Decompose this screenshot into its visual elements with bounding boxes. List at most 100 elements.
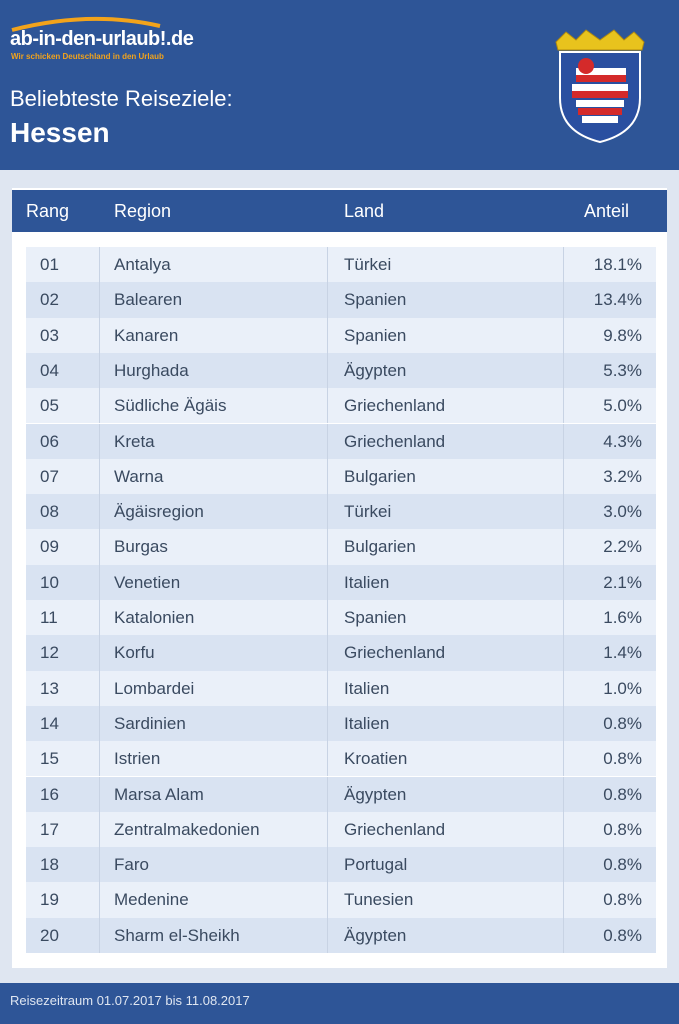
- table-row: 04 Hurghada Ägypten 5.3%: [26, 352, 656, 389]
- column-separator: [327, 705, 328, 742]
- table-cell: Ägypten: [344, 784, 407, 804]
- column-header: Rang: [26, 201, 70, 221]
- column-separator: [99, 917, 100, 953]
- table-cell: 0.8%: [603, 925, 642, 945]
- table-cell: 4.3%: [603, 431, 642, 451]
- table-row: 09 Burgas Bulgarien 2.2%: [26, 529, 656, 565]
- column-separator: [563, 282, 564, 318]
- table-cell: 01: [40, 255, 59, 274]
- table-cell: 2.1%: [603, 572, 642, 592]
- table-cell: 10: [40, 572, 59, 592]
- column-separator: [99, 741, 100, 777]
- table-cell: 5.0%: [603, 396, 642, 416]
- table-cell: 20: [40, 925, 59, 945]
- column-separator: [563, 847, 564, 883]
- column-separator: [327, 423, 328, 459]
- table-cell: Korfu: [114, 643, 155, 663]
- column-separator: [563, 741, 564, 777]
- column-separator: [327, 494, 328, 530]
- table-cell: 14: [40, 713, 59, 733]
- column-separator: [99, 776, 100, 812]
- table-cell: Südliche Ägäis: [114, 396, 227, 416]
- column-header: Anteil: [583, 201, 629, 221]
- table-cell: 3.0%: [603, 502, 642, 522]
- table-cell: 04: [40, 360, 59, 380]
- column-separator: [99, 705, 100, 742]
- header: ab-in-den-urlaub!.de Wir schicken Deutsc…: [0, 0, 679, 170]
- footer-note: Reisezeitraum 01.07.2017 bis 11.08.2017: [10, 993, 250, 1008]
- column-separator: [99, 847, 100, 883]
- column-separator: [563, 635, 564, 671]
- title: Hessen: [10, 117, 110, 148]
- table-cell: 0.8%: [603, 749, 642, 769]
- table-cell: Türkei: [344, 255, 392, 274]
- table-cell: 1.0%: [603, 678, 642, 698]
- column-separator: [563, 529, 564, 565]
- column-separator: [327, 600, 328, 636]
- table-cell: 13: [40, 678, 59, 698]
- table-row: 12 Korfu Griechenland 1.4%: [26, 635, 656, 671]
- table-cell: Kroatien: [344, 749, 408, 769]
- table-cell: Hurghada: [114, 360, 189, 380]
- table-cell: Ägypten: [344, 925, 407, 945]
- table-cell: Italien: [344, 713, 390, 733]
- table-cell: Tunesien: [344, 890, 414, 910]
- column-separator: [563, 317, 564, 353]
- column-separator: [563, 423, 564, 459]
- subtitle: Beliebteste Reiseziele:: [10, 86, 233, 111]
- table-row: 08 Ägäisregion Türkei 3.0%: [26, 494, 656, 530]
- table-cell: Balearen: [114, 290, 183, 310]
- table-row: 06 Kreta Griechenland 4.3%: [26, 423, 656, 459]
- column-separator: [563, 811, 564, 848]
- column-header: Land: [344, 201, 385, 221]
- table: Rang Region Land Anteil 01 Antalya Türkei 18.1…: [12, 188, 667, 968]
- column-separator: [327, 388, 328, 424]
- column-separator: [99, 670, 100, 706]
- table-cell: Portugal: [344, 855, 408, 875]
- column-separator: [99, 494, 100, 530]
- column-separator: [563, 882, 564, 918]
- table-cell: Istrien: [114, 749, 161, 769]
- table-row: 01 Antalya Türkei 18.1%: [26, 247, 656, 283]
- column-separator: [327, 741, 328, 777]
- column-separator: [563, 917, 564, 953]
- column-separator: [563, 352, 564, 389]
- table-cell: 02: [40, 290, 59, 310]
- table-cell: Antalya: [114, 255, 171, 274]
- column-separator: [563, 494, 564, 530]
- column-separator: [563, 388, 564, 424]
- column-separator: [99, 811, 100, 848]
- table-row: 05 Südliche Ägäis Griechenland 5.0%: [26, 388, 656, 424]
- column-separator: [99, 458, 100, 495]
- table-row: 11 Katalonien Spanien 1.6%: [26, 600, 656, 636]
- column-separator: [327, 847, 328, 883]
- table-cell: Faro: [114, 855, 149, 875]
- table-cell: Ägäisregion: [114, 502, 204, 522]
- table-cell: 3.2%: [603, 466, 642, 486]
- table-cell: 13.4%: [593, 290, 642, 310]
- table-cell: Spanien: [344, 608, 407, 627]
- column-separator: [327, 458, 328, 495]
- table-cell: Venetien: [114, 572, 181, 592]
- column-separator: [99, 423, 100, 459]
- column-separator: [99, 317, 100, 353]
- table-cell: Griechenland: [344, 819, 446, 839]
- column-separator: [99, 635, 100, 671]
- table-cell: Kreta: [114, 431, 155, 451]
- table-cell: Griechenland: [344, 396, 446, 416]
- table-row: 14 Sardinien Italien 0.8%: [26, 705, 656, 742]
- table-cell: Sharm el-Sheikh: [114, 925, 240, 945]
- table-cell: Marsa Alam: [114, 784, 204, 804]
- column-separator: [327, 776, 328, 812]
- column-separator: [563, 705, 564, 742]
- column-header: Region: [114, 201, 172, 221]
- column-separator: [327, 282, 328, 318]
- column-separator: [99, 388, 100, 424]
- column-separator: [327, 635, 328, 671]
- logo: ab-in-den-urlaub!.de: [10, 28, 194, 50]
- column-separator: [99, 564, 100, 600]
- table-cell: 0.8%: [603, 855, 642, 875]
- table-row: 20 Sharm el-Sheikh Ägypten 0.8%: [26, 917, 656, 953]
- table-cell: Medenine: [114, 890, 189, 910]
